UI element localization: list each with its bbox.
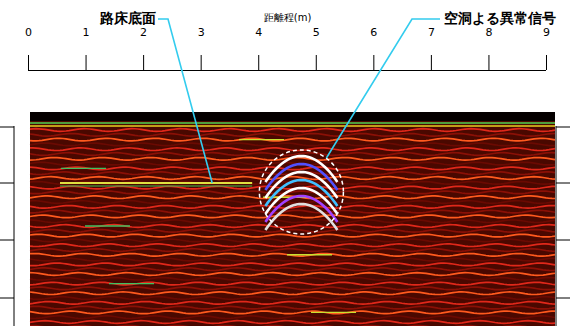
svg-text:7: 7 xyxy=(428,26,435,39)
svg-text:空洞よる異常信号: 空洞よる異常信号 xyxy=(444,10,556,26)
svg-text:1: 1 xyxy=(83,26,90,39)
svg-text:0: 0 xyxy=(25,26,32,39)
svg-text:8: 8 xyxy=(485,26,492,39)
svg-text:6: 6 xyxy=(370,26,377,39)
svg-text:2: 2 xyxy=(140,26,147,39)
svg-text:距離程(m): 距離程(m) xyxy=(264,12,312,23)
svg-text:3: 3 xyxy=(198,26,205,39)
svg-text:路床底面: 路床底面 xyxy=(99,10,156,26)
svg-text:9: 9 xyxy=(543,26,550,39)
svg-text:4: 4 xyxy=(255,26,262,39)
svg-text:5: 5 xyxy=(313,26,320,39)
